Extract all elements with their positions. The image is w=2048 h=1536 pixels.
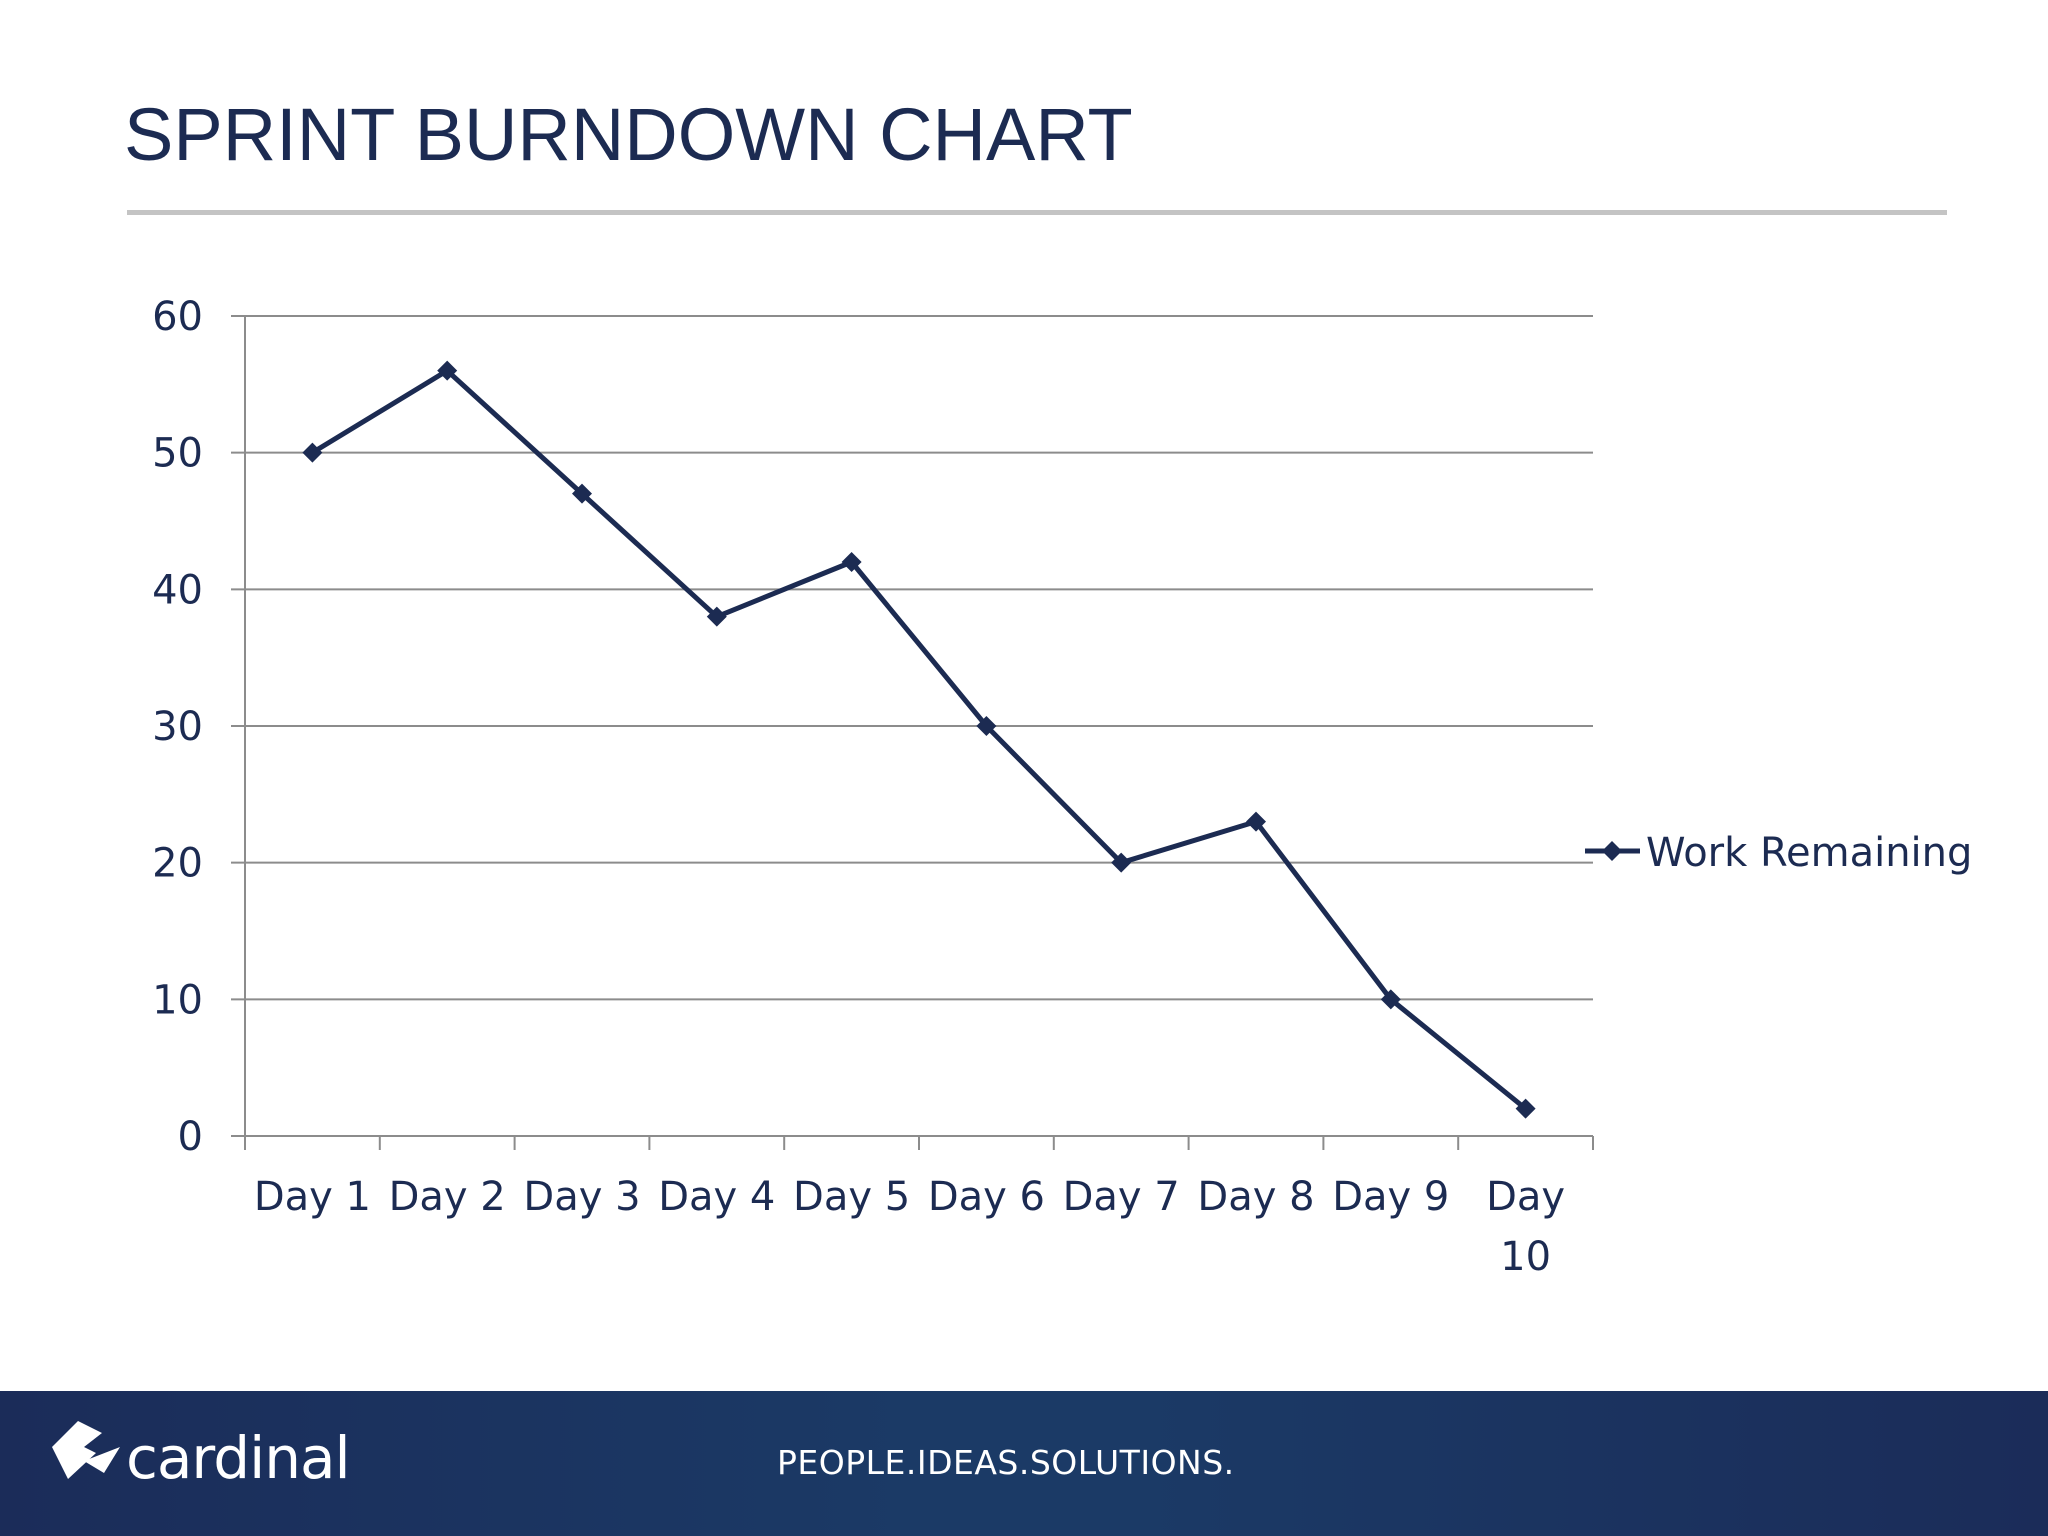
logo-wordmark: cardinal bbox=[126, 1424, 351, 1492]
data-point-day-9 bbox=[1380, 989, 1401, 1010]
x-tick-label: Day 6 bbox=[928, 1174, 1045, 1220]
legend: Work Remaining bbox=[1585, 830, 1972, 876]
data-point-day-2 bbox=[437, 360, 458, 381]
data-point-day-4 bbox=[706, 606, 727, 627]
x-tick-label: Day 8 bbox=[1197, 1174, 1314, 1220]
x-tick-label: Day 9 bbox=[1332, 1174, 1449, 1220]
y-tick-label: 10 bbox=[152, 977, 203, 1023]
data-point-day-10 bbox=[1515, 1098, 1536, 1119]
data-point-day-8 bbox=[1246, 811, 1266, 832]
footer-bar: cardinal PEOPLE.IDEAS.SOLUTIONS. bbox=[0, 1391, 2048, 1536]
y-tick-label: 60 bbox=[152, 294, 203, 340]
x-tick-label: Day 1 bbox=[254, 1174, 371, 1220]
gridlines bbox=[231, 315, 1593, 1137]
cardinal-logo-icon bbox=[52, 1421, 120, 1479]
axes bbox=[244, 316, 1594, 1150]
data-point-day-5 bbox=[841, 552, 862, 572]
data-point-day-7 bbox=[1111, 852, 1132, 873]
tick-labels: 0 10 20 30 40 50 60 Day 1 Day 2 Day 3 Day 4 Day 5 Da… bbox=[152, 294, 1565, 1280]
x-tick-label: Day 7 bbox=[1063, 1174, 1180, 1220]
y-tick-label: 50 bbox=[152, 431, 203, 477]
x-tick-label: Day 3 bbox=[523, 1174, 640, 1220]
y-tick-label: 30 bbox=[152, 704, 203, 750]
series-work-remaining bbox=[302, 360, 1536, 1119]
legend-marker bbox=[1602, 841, 1622, 861]
data-point-day-6 bbox=[976, 716, 997, 736]
cardinal-logo: cardinal bbox=[44, 1417, 351, 1499]
legend-label: Work Remaining bbox=[1646, 830, 1972, 876]
y-tick-label: 0 bbox=[178, 1114, 203, 1160]
footer-tagline: PEOPLE.IDEAS.SOLUTIONS. bbox=[777, 1443, 1235, 1482]
burndown-line-chart: 0 10 20 30 40 50 60 Day 1 Day 2 Day 3 Day 4 Day 5 Da… bbox=[152, 294, 1972, 1280]
x-tick-label: Day 2 bbox=[389, 1174, 506, 1220]
x-tick-label: Day 5 bbox=[793, 1174, 910, 1220]
data-point-day-1 bbox=[302, 442, 323, 463]
y-tick-label: 20 bbox=[152, 841, 203, 887]
title-divider bbox=[127, 210, 1947, 215]
data-point-day-3 bbox=[572, 483, 592, 504]
series-line-work-remaining bbox=[311, 368, 1528, 1111]
slide-title: SPRINT BURNDOWN CHART bbox=[124, 93, 1133, 176]
x-tick-label: Day 10 bbox=[1486, 1174, 1565, 1280]
x-tick-label: Day 4 bbox=[658, 1174, 775, 1220]
y-tick-label: 40 bbox=[152, 567, 203, 613]
